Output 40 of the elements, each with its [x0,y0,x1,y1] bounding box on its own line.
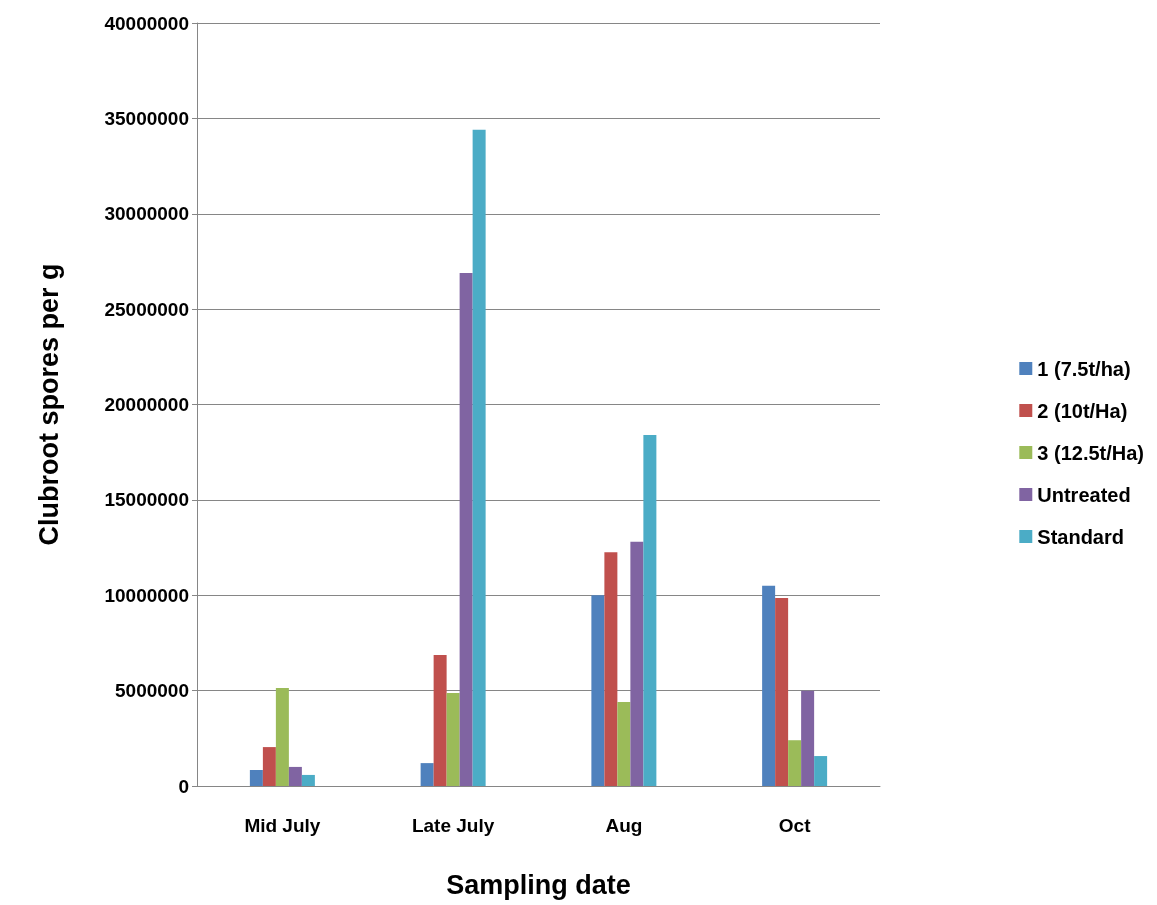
x-axis-title: Sampling date [446,869,631,900]
bar [591,595,605,786]
y-tick-label: 5000000 [115,680,189,702]
bar [617,702,631,786]
bar [814,756,828,786]
x-tick-label: Aug [605,815,643,836]
bar [301,774,315,786]
bar [459,272,473,786]
legend-label: 2 (10t/Ha) [1037,399,1128,422]
bar [604,552,618,786]
bar [433,654,447,786]
legend-label: Standard [1037,525,1124,548]
legend-label: Untreated [1037,483,1131,506]
x-tick-label: Mid July [244,815,321,836]
y-tick-label: 15000000 [104,489,189,511]
y-tick-label: 30000000 [104,203,189,225]
y-axis-title: Clubroot spores per g [33,263,64,546]
x-tick-label: Oct [778,815,812,836]
x-tick-label: Late July [411,815,495,836]
bar [249,769,263,786]
bar [762,585,776,786]
bar [788,740,802,786]
legend-label: 1 (7.5t/ha) [1037,357,1131,380]
bar [262,747,276,786]
legend-label: 3 (12.5t/Ha) [1037,441,1145,464]
y-tick-label: 35000000 [104,107,189,129]
y-tick-label: 10000000 [104,584,189,606]
bar [288,766,302,786]
bar [446,693,460,786]
bar [420,763,434,786]
y-tick-label: 25000000 [104,298,189,320]
y-tick-label: 40000000 [104,12,189,34]
bar [801,690,815,786]
y-tick-label: 20000000 [104,394,189,415]
y-tick-label: 0 [178,775,189,797]
bar [630,541,644,786]
bar [643,435,657,786]
bar [275,687,289,786]
bar [775,598,789,786]
bar [472,129,486,786]
